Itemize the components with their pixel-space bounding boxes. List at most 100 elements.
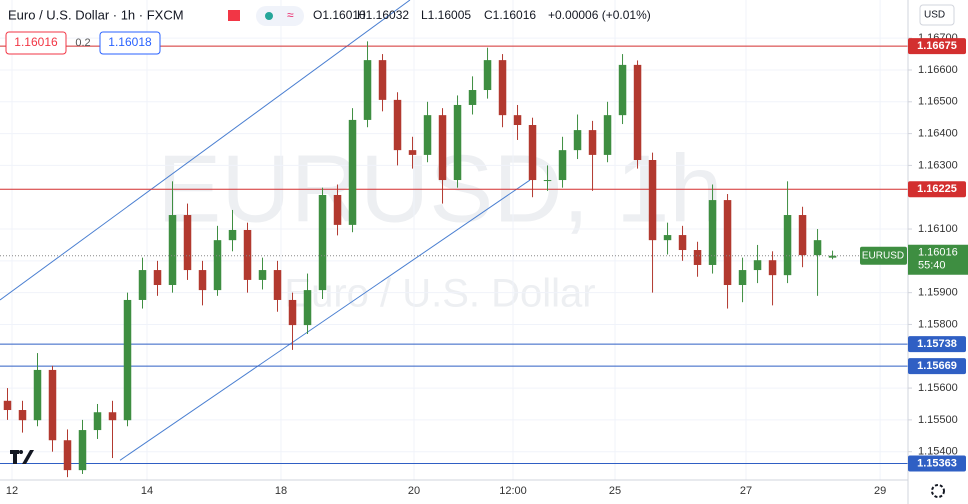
price-line-label: 1.15738 bbox=[917, 338, 957, 350]
ohlc-value: H1.16032 bbox=[357, 8, 409, 22]
price-line-label-box bbox=[908, 336, 966, 353]
currency-select[interactable] bbox=[919, 4, 955, 26]
status-dot bbox=[265, 12, 273, 20]
sell-price[interactable]: 1.16016 bbox=[14, 35, 58, 49]
candle-body bbox=[78, 430, 87, 471]
candle-body bbox=[498, 60, 507, 116]
y-tick-label: 1.16300 bbox=[918, 159, 958, 171]
candle-body bbox=[33, 369, 42, 421]
candle-body bbox=[768, 260, 777, 276]
y-tick-label: 1.16400 bbox=[918, 128, 958, 140]
price-line-label: 1.15669 bbox=[917, 360, 957, 372]
candle-body bbox=[813, 240, 822, 256]
x-tick-label: 12:00 bbox=[499, 485, 527, 497]
candle-body bbox=[558, 150, 567, 181]
y-tick-label: 1.16100 bbox=[918, 223, 958, 235]
x-tick-label: 20 bbox=[408, 485, 420, 497]
symbol-label-box bbox=[860, 246, 907, 265]
candle-body bbox=[468, 90, 477, 105]
candle-body bbox=[438, 115, 447, 181]
candle-body bbox=[513, 115, 522, 126]
candle-body bbox=[258, 270, 267, 280]
status-icon: ≈ bbox=[287, 8, 294, 22]
flag-icon[interactable] bbox=[228, 10, 240, 21]
candle-body bbox=[603, 115, 612, 155]
currency[interactable]: USD bbox=[924, 10, 945, 21]
ohlc-value: O1.16010 bbox=[313, 8, 366, 22]
symbol-label: EURUSD bbox=[862, 250, 904, 261]
candle-body bbox=[63, 440, 72, 471]
candle-body bbox=[333, 194, 342, 225]
x-tick-label: 14 bbox=[141, 485, 153, 497]
candle-body bbox=[663, 235, 672, 241]
candle-body bbox=[723, 200, 732, 286]
candle-body bbox=[828, 255, 837, 258]
candle-body bbox=[543, 180, 552, 182]
candle-body bbox=[318, 194, 327, 291]
trendline bbox=[119, 179, 531, 461]
price-line-label: 1.15363 bbox=[917, 457, 957, 469]
x-tick-label: 12 bbox=[6, 485, 18, 497]
price-line-label: 1.16225 bbox=[917, 183, 957, 195]
candle-body bbox=[3, 400, 12, 411]
candle-body bbox=[123, 299, 132, 421]
candle-body bbox=[693, 250, 702, 265]
candle-body bbox=[528, 125, 537, 181]
y-tick-label: 1.15800 bbox=[918, 318, 958, 330]
candle-body bbox=[753, 260, 762, 271]
y-tick-label: 1.15900 bbox=[918, 287, 958, 299]
candle-body bbox=[93, 412, 102, 431]
candle-body bbox=[108, 412, 117, 421]
candle-body bbox=[198, 270, 207, 291]
logo bbox=[10, 450, 34, 464]
y-tick-label: 1.15400 bbox=[918, 446, 958, 458]
candle-body bbox=[243, 229, 252, 280]
x-tick-label: 27 bbox=[740, 485, 752, 497]
candle-body bbox=[378, 60, 387, 100]
candle-body bbox=[573, 130, 582, 151]
last-price: 1.16016 bbox=[918, 247, 958, 259]
settings-icon[interactable] bbox=[931, 484, 945, 498]
candle-body bbox=[783, 215, 792, 276]
candle-body bbox=[648, 160, 657, 241]
x-tick-label: 29 bbox=[874, 485, 886, 497]
candle-body bbox=[153, 270, 162, 286]
y-tick-label: 1.16600 bbox=[918, 64, 958, 76]
plot-area bbox=[0, 0, 908, 480]
x-tick-label: 18 bbox=[275, 485, 287, 497]
candle-body bbox=[183, 215, 192, 271]
candle-body bbox=[798, 215, 807, 256]
price-line-label-box bbox=[908, 181, 966, 198]
y-tick-label: 1.16500 bbox=[918, 96, 958, 108]
last-price-box bbox=[908, 244, 968, 275]
candle-body bbox=[273, 270, 282, 300]
candle-body bbox=[213, 240, 222, 291]
candle-body bbox=[288, 299, 297, 326]
watermark-name: Euro / U.S. Dollar bbox=[284, 272, 595, 316]
y-tick-label: 1.15600 bbox=[918, 382, 958, 394]
ohlc-value: C1.16016 bbox=[484, 8, 536, 22]
buy-price[interactable]: 1.16018 bbox=[108, 35, 152, 49]
candle-body bbox=[138, 270, 147, 300]
candle-body bbox=[228, 229, 237, 241]
trendline bbox=[0, 0, 411, 301]
symbol-title[interactable]: Euro / U.S. Dollar · 1h · FXCM bbox=[8, 7, 184, 22]
x-tick-label: 25 bbox=[609, 485, 621, 497]
ohlc-value: +0.00006 (+0.01%) bbox=[548, 8, 651, 22]
candle-body bbox=[453, 104, 462, 181]
candle-body bbox=[18, 410, 27, 421]
candle-body bbox=[408, 150, 417, 155]
candle-body bbox=[423, 115, 432, 155]
candle-body bbox=[303, 290, 312, 326]
sell-button[interactable] bbox=[5, 31, 67, 55]
candle-body bbox=[393, 99, 402, 151]
status-pill[interactable] bbox=[256, 6, 304, 26]
buy-button[interactable] bbox=[99, 31, 161, 55]
y-tick-label: 1.15500 bbox=[918, 414, 958, 426]
candle-body bbox=[363, 60, 372, 120]
candle-body bbox=[708, 200, 717, 265]
candle-body bbox=[348, 119, 357, 225]
candle-body bbox=[633, 64, 642, 160]
